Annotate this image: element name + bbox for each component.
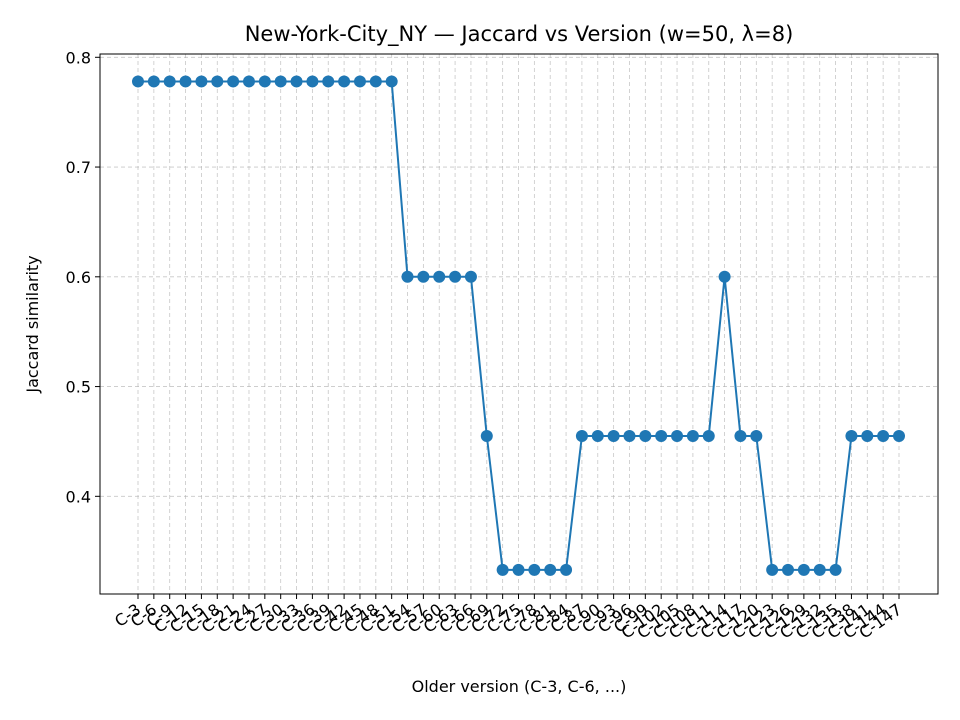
- data-point: [132, 75, 144, 88]
- series-line-group: [132, 75, 905, 576]
- grid: [100, 54, 938, 594]
- data-point: [702, 429, 715, 442]
- data-point: [766, 563, 779, 576]
- data-point: [290, 75, 303, 88]
- data-point: [480, 429, 493, 442]
- data-point: [797, 563, 810, 576]
- data-point: [512, 563, 525, 576]
- data-point: [369, 75, 382, 88]
- data-point: [385, 75, 398, 88]
- data-point: [877, 429, 890, 442]
- data-point: [338, 75, 351, 88]
- data-point: [306, 75, 319, 88]
- data-point: [417, 270, 430, 283]
- data-point: [734, 429, 747, 442]
- data-point: [813, 563, 826, 576]
- data-point: [671, 429, 684, 442]
- data-point: [560, 563, 573, 576]
- data-point: [607, 429, 620, 442]
- data-point: [845, 429, 858, 442]
- data-point: [227, 75, 240, 88]
- data-point: [353, 75, 366, 88]
- data-point: [655, 429, 668, 442]
- data-point: [575, 429, 588, 442]
- data-point: [258, 75, 271, 88]
- data-point: [433, 270, 446, 283]
- data-point: [195, 75, 208, 88]
- y-tick-label: 0.7: [66, 158, 91, 177]
- data-point: [322, 75, 335, 88]
- data-point: [211, 75, 224, 88]
- y-axis-label: Jaccard similarity: [23, 255, 42, 393]
- data-point: [163, 75, 176, 88]
- data-point: [893, 429, 905, 442]
- data-point: [829, 563, 842, 576]
- data-point: [528, 563, 541, 576]
- data-point: [401, 270, 414, 283]
- x-axis-label: Older version (C-3, C-6, ...): [412, 677, 627, 696]
- data-point: [861, 429, 874, 442]
- data-point: [718, 270, 731, 283]
- data-point: [449, 270, 462, 283]
- data-point: [750, 429, 763, 442]
- y-tick-label: 0.5: [66, 378, 91, 397]
- y-tick-label: 0.6: [66, 268, 91, 287]
- data-point: [623, 429, 636, 442]
- chart-title: New-York-City_NY — Jaccard vs Version (w…: [245, 22, 794, 47]
- data-point: [179, 75, 192, 88]
- y-tick-label: 0.8: [66, 48, 91, 67]
- data-point: [147, 75, 160, 88]
- data-point: [544, 563, 557, 576]
- y-tick-label: 0.4: [66, 487, 91, 506]
- y-axis: 0.4 0.5 0.6 0.7 0.8: [66, 48, 100, 506]
- data-point: [274, 75, 287, 88]
- data-point: [242, 75, 255, 88]
- data-point: [591, 429, 604, 442]
- data-point: [639, 429, 652, 442]
- data-point: [686, 429, 699, 442]
- data-point: [496, 563, 509, 576]
- data-point: [464, 270, 477, 283]
- data-point: [782, 563, 795, 576]
